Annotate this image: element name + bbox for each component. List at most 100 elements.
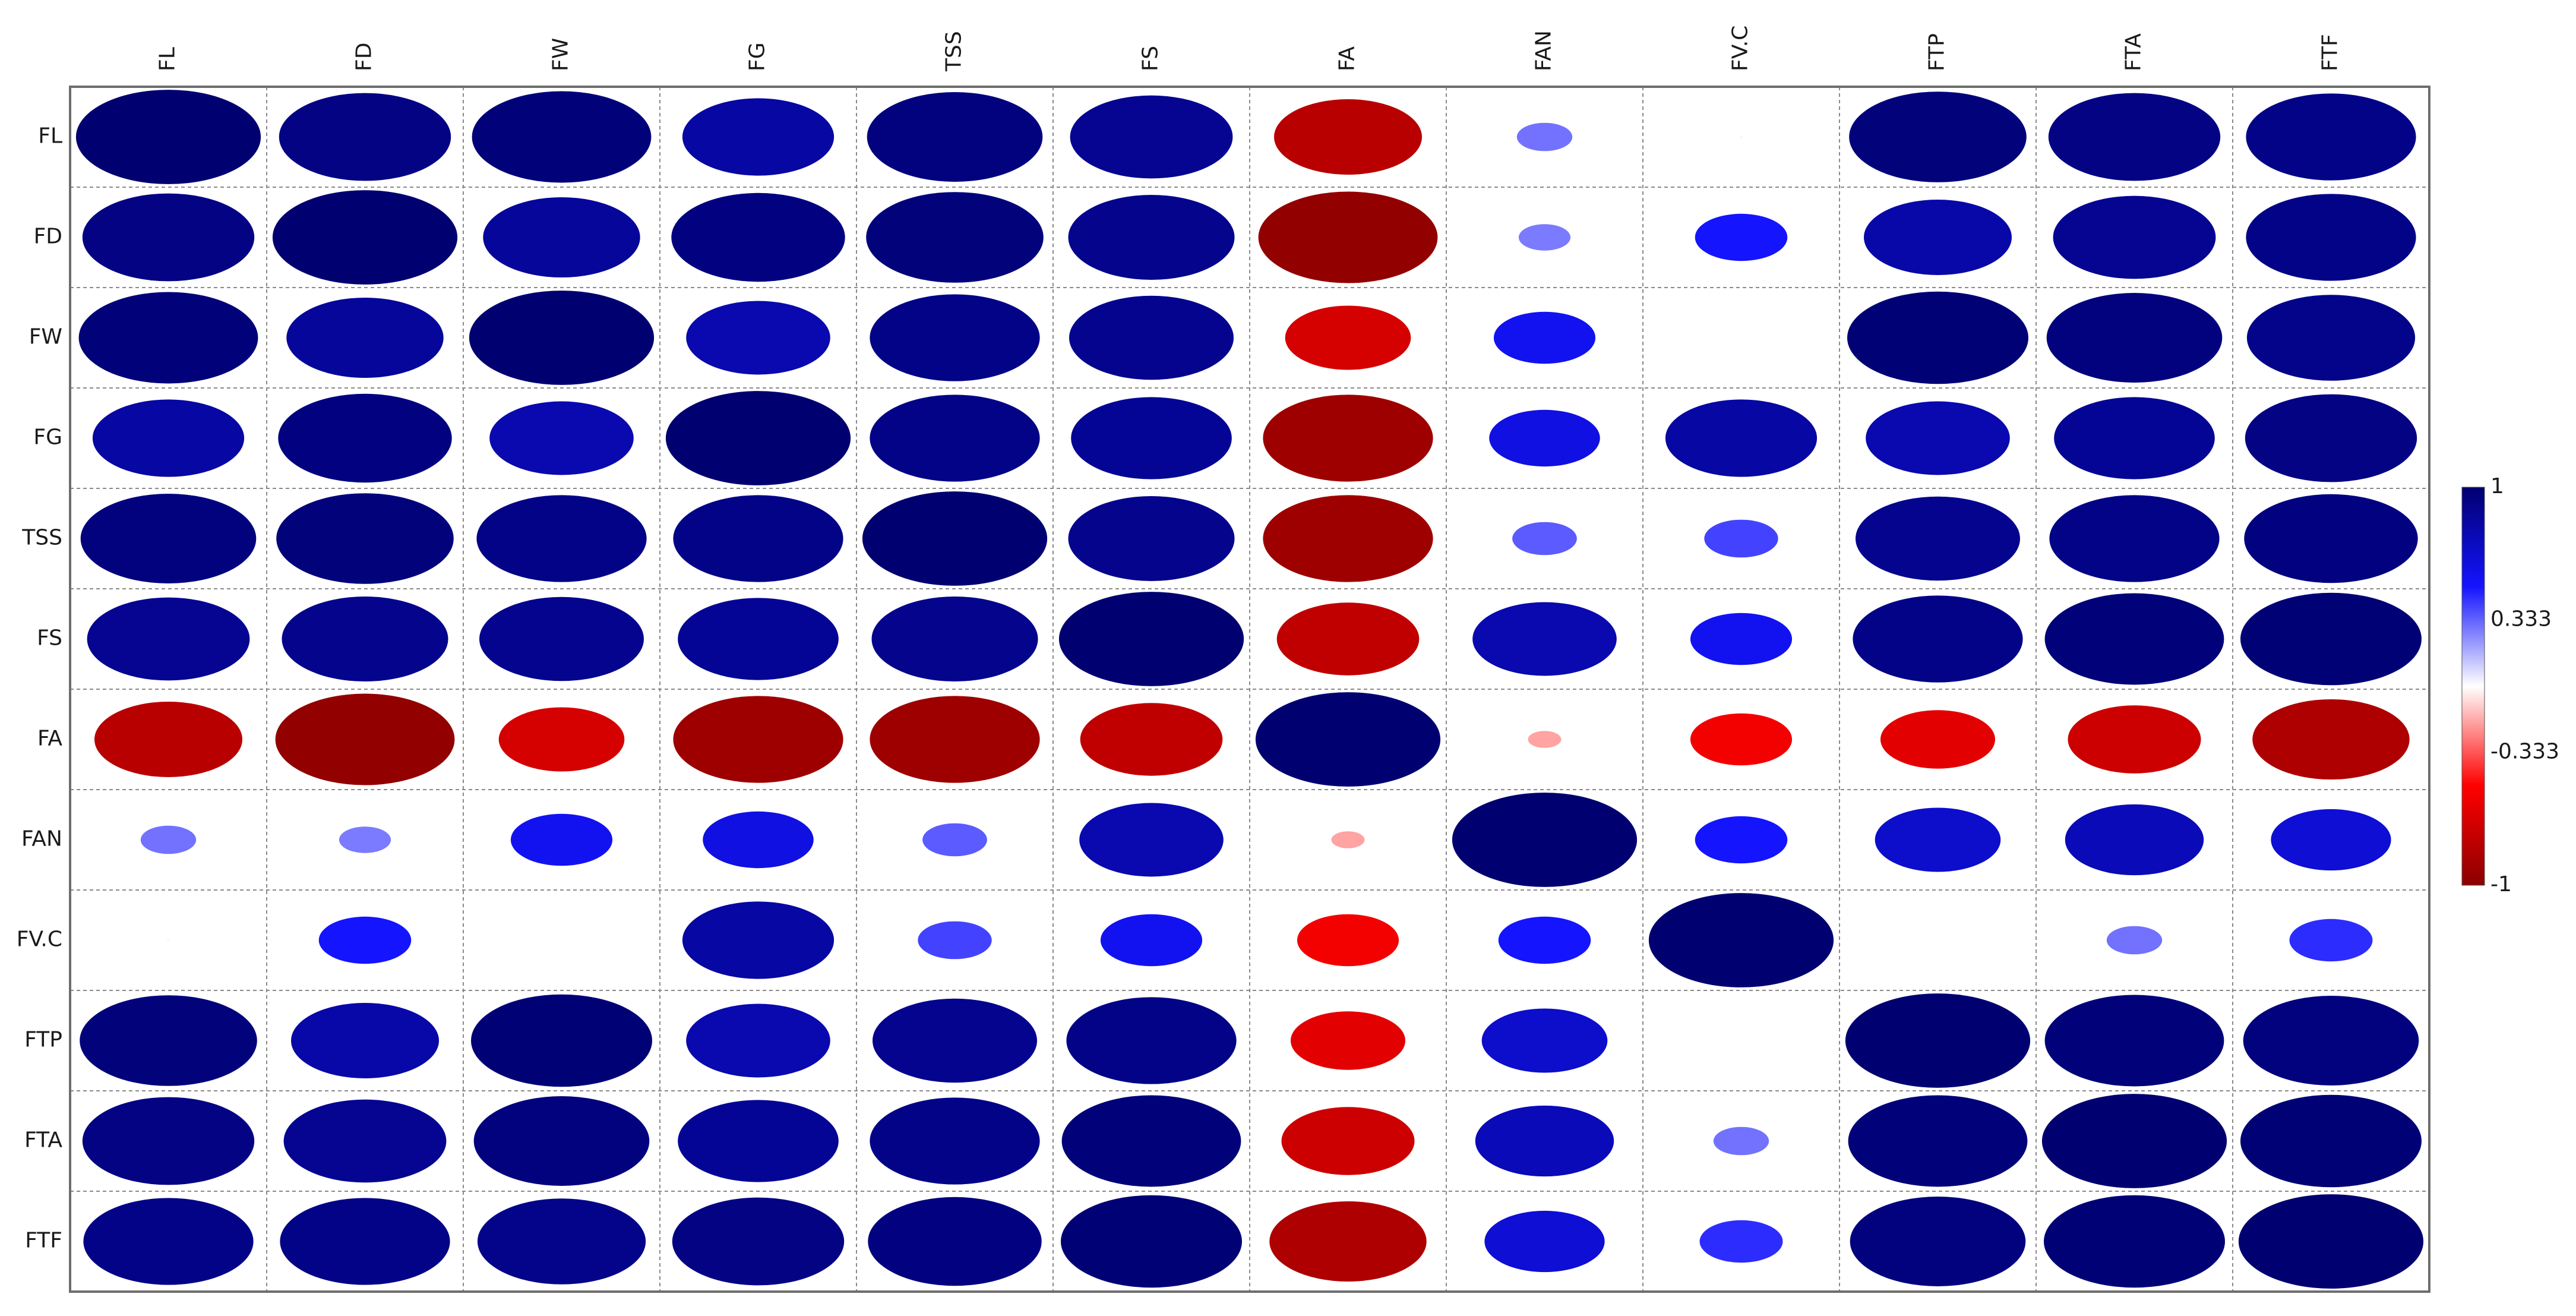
row-labels: FL FD FW FG TSS FS FA FAN FV.C FTP FTA FTF — [17, 124, 63, 1253]
correlation-ellipse — [275, 693, 455, 785]
row-label: FD — [34, 225, 62, 249]
correlation-ellipse — [867, 92, 1043, 182]
row-label: TSS — [21, 526, 62, 550]
correlation-ellipse — [918, 921, 992, 960]
row-label: FS — [37, 626, 62, 651]
row-label: FG — [33, 425, 62, 450]
correlation-ellipse — [1276, 602, 1420, 676]
correlation-ellipse — [682, 98, 835, 176]
row-label: FA — [37, 727, 62, 751]
correlation-ellipse — [272, 190, 458, 285]
correlation-ellipse — [80, 494, 257, 583]
correlation-ellipse — [2246, 194, 2416, 281]
correlation-ellipse — [1880, 710, 1995, 769]
correlation-ellipse — [318, 916, 412, 964]
correlation-ellipse — [2048, 93, 2221, 181]
grid-lines — [70, 87, 2429, 1292]
correlation-ellipse — [1848, 1095, 2028, 1187]
correlation-ellipse — [2246, 93, 2416, 181]
correlation-ellipse — [672, 1197, 845, 1286]
correlation-ellipse — [1512, 522, 1577, 556]
correlation-ellipse — [83, 1198, 254, 1285]
correlation-ellipse — [1864, 200, 2012, 275]
correlation-ellipse — [471, 994, 652, 1087]
correlation-ellipse — [1066, 997, 1237, 1084]
row-label: FTF — [25, 1229, 62, 1253]
correlation-ellipse — [1847, 291, 2028, 384]
correlation-ellipse — [473, 1096, 650, 1186]
correlation-ellipse — [1695, 213, 1788, 261]
correlation-ellipse — [870, 696, 1040, 783]
correlation-ellipse — [2044, 593, 2224, 685]
correlation-ellipse — [922, 823, 987, 857]
correlation-ellipse — [2106, 926, 2163, 955]
correlation-ellipse — [2244, 494, 2418, 583]
correlation-ellipse — [1853, 595, 2023, 683]
correlation-ellipse — [82, 193, 255, 282]
row-label: FTA — [24, 1128, 62, 1153]
correlation-ellipse — [2243, 996, 2419, 1085]
correlation-ellipse — [1493, 311, 1596, 364]
correlation-ellipse — [80, 995, 257, 1086]
correlation-ellipse — [1255, 692, 1441, 787]
correlation-ellipse — [1068, 195, 1235, 280]
correlation-ellipse — [282, 597, 448, 681]
column-label: FG — [745, 42, 770, 71]
correlation-ellipse — [479, 597, 644, 681]
correlation-ellipse — [280, 1198, 450, 1285]
column-label: FL — [156, 47, 180, 71]
legend-tick-label: 0.333 — [2490, 607, 2552, 631]
correlation-ellipse — [278, 393, 452, 483]
correlation-ellipse — [671, 192, 845, 282]
correlation-ellipse — [87, 597, 250, 681]
correlation-ellipse — [870, 1097, 1040, 1185]
correlation-ellipse — [82, 1097, 255, 1185]
correlation-ellipse — [686, 301, 830, 375]
correlation-ellipse — [1528, 731, 1562, 748]
correlation-ellipse — [560, 939, 563, 941]
correlation-ellipse — [477, 1198, 646, 1285]
correlation-ellipse — [2044, 995, 2224, 1087]
correlation-ellipse — [469, 291, 655, 385]
correlation-ellipse — [1481, 1008, 1608, 1073]
correlation-ellipse — [2246, 295, 2416, 381]
correlation-ellipse — [1452, 793, 1638, 887]
correlation-ellipse — [489, 401, 634, 475]
column-label: TSS — [942, 31, 966, 72]
correlation-ellipse — [673, 495, 843, 582]
correlation-ellipse — [1849, 91, 2027, 182]
column-label: FAN — [1532, 30, 1556, 71]
legend-tick-label: -0.333 — [2490, 740, 2559, 764]
correlation-ellipse — [1263, 495, 1433, 582]
correlation-cells — [75, 90, 2424, 1289]
correlation-ellipse — [1856, 496, 2020, 581]
correlation-ellipse — [1484, 1210, 1605, 1273]
correlation-ellipse — [498, 707, 625, 772]
correlation-ellipse — [483, 197, 640, 277]
row-label: FV.C — [17, 927, 62, 952]
correlation-ellipse — [339, 826, 391, 853]
correlation-ellipse — [94, 702, 242, 777]
correlation-ellipse — [871, 597, 1038, 681]
correlation-ellipse — [866, 192, 1044, 283]
correlation-ellipse — [1071, 397, 1232, 479]
correlation-ellipse — [1281, 1107, 1415, 1175]
correlation-ellipse — [678, 598, 839, 680]
correlation-ellipse — [1699, 1220, 1783, 1263]
correlation-ellipse — [2271, 809, 2391, 871]
row-label: FW — [29, 325, 62, 349]
correlation-ellipse — [1498, 916, 1591, 964]
correlation-ellipse — [1875, 807, 2001, 872]
correlation-ellipse — [1866, 401, 2010, 475]
correlation-ellipse — [1845, 993, 2031, 1088]
correlation-ellipse — [673, 696, 843, 783]
column-labels: FL FD FW FG TSS FS FA FAN FV.C FTP FTA FTF — [156, 26, 2343, 72]
correlation-ellipse — [276, 493, 454, 584]
correlation-ellipse — [1080, 703, 1223, 776]
correlation-ellipse — [1516, 122, 1573, 152]
correlation-ellipse — [665, 391, 851, 485]
correlation-ellipse — [1285, 305, 1411, 370]
correlation-ellipse — [1070, 95, 1233, 179]
